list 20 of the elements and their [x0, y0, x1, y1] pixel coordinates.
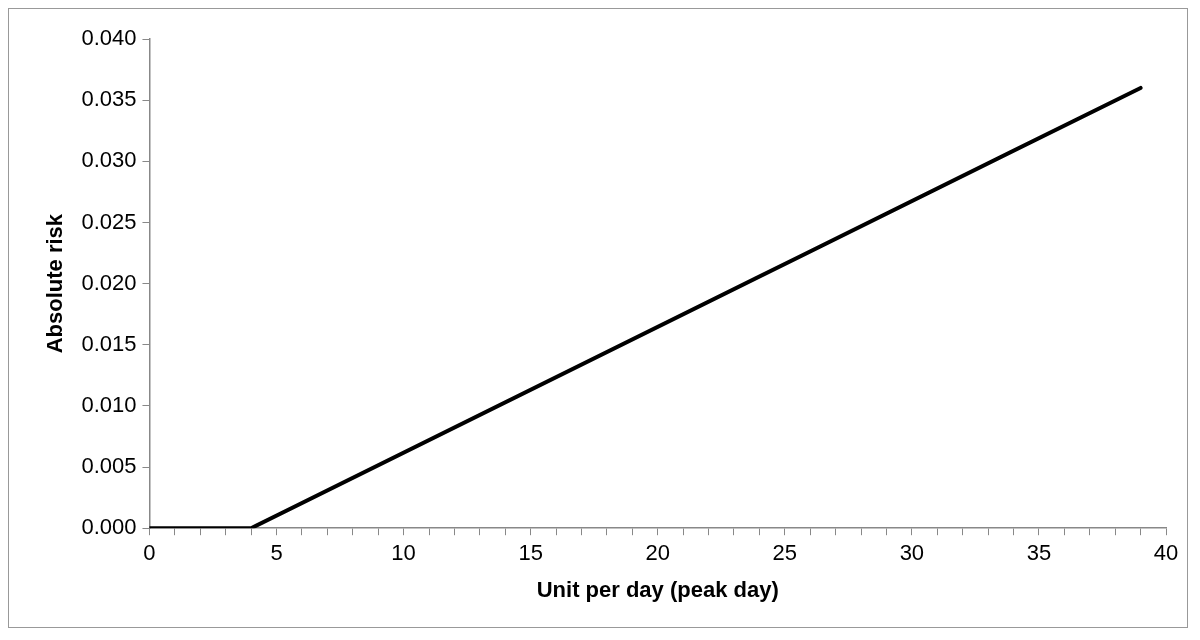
- x-axis-title: Unit per day (peak day): [536, 576, 779, 602]
- x-tick-label: 5: [270, 540, 283, 566]
- y-tick-label: 0.030: [81, 147, 137, 173]
- x-tick-label: 40: [1153, 540, 1179, 566]
- x-tick-label: 0: [143, 540, 156, 566]
- y-tick-label: 0.020: [81, 269, 137, 295]
- y-tick-label: 0.000: [81, 514, 137, 540]
- x-tick-label: 20: [645, 540, 670, 566]
- y-tick-label: 0.015: [81, 330, 137, 356]
- y-tick-label: 0.025: [81, 208, 137, 234]
- x-tick-label: 10: [391, 540, 416, 566]
- x-tick-label: 35: [1026, 540, 1052, 566]
- y-axis-title: Absolute risk: [42, 213, 68, 354]
- y-tick-label: 0.010: [81, 391, 137, 417]
- x-tick-label: 15: [518, 540, 543, 566]
- x-tick-label: 30: [899, 540, 925, 566]
- y-tick-label: 0.040: [81, 25, 137, 51]
- y-tick-label: 0.005: [81, 453, 137, 479]
- x-tick-label: 25: [772, 540, 798, 566]
- y-tick-label: 0.035: [81, 86, 137, 112]
